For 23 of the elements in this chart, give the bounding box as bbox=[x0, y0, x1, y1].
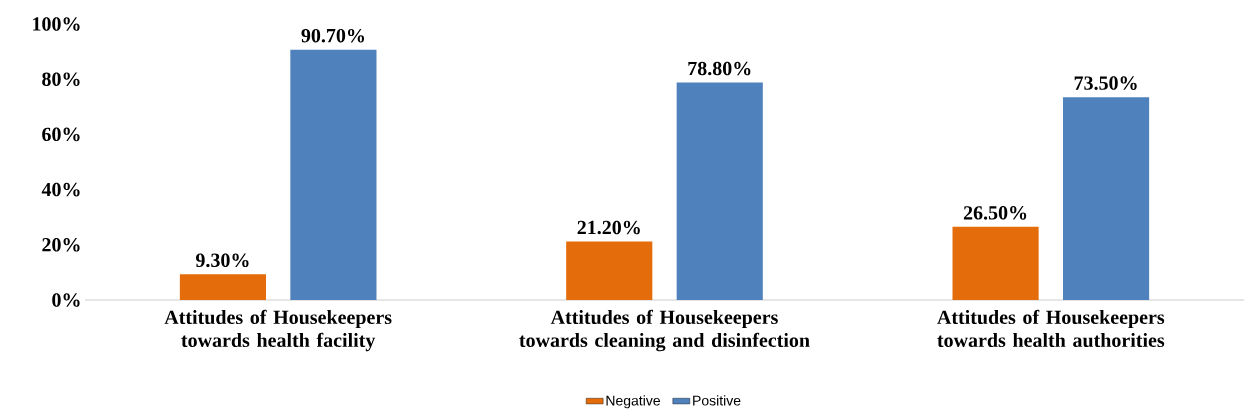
legend-label: Negative bbox=[606, 395, 660, 409]
data-label: 78.80% bbox=[688, 61, 751, 76]
data-label: 26.50% bbox=[963, 206, 1027, 220]
bar bbox=[952, 226, 1039, 300]
bar bbox=[566, 241, 653, 300]
bar bbox=[1062, 97, 1150, 300]
bar bbox=[290, 49, 377, 300]
data-label: 90.70% bbox=[301, 28, 365, 43]
y-tick-label: 0% bbox=[52, 293, 80, 307]
data-label: 73.50% bbox=[1074, 76, 1137, 90]
x-tick-label: Attitudes of Housekeepers towards cleaning and disinfection bbox=[519, 309, 810, 352]
bar bbox=[676, 82, 763, 300]
bar bbox=[179, 274, 266, 300]
legend-label: Positive bbox=[693, 395, 741, 406]
y-tick-label: 20% bbox=[42, 238, 80, 252]
x-tick-label: Attitudes of Housekeepers towards health authorities bbox=[937, 309, 1165, 348]
y-tick-label: 100% bbox=[33, 17, 80, 31]
data-label: 9.30% bbox=[195, 253, 249, 268]
y-tick-label: 60% bbox=[42, 127, 80, 142]
data-label: 21.20% bbox=[577, 220, 640, 235]
y-tick-label: 80% bbox=[42, 72, 80, 86]
y-tick-label: 40% bbox=[41, 182, 80, 197]
x-tick-label: Attitudes of Housekeepers towards health facility bbox=[164, 309, 392, 352]
